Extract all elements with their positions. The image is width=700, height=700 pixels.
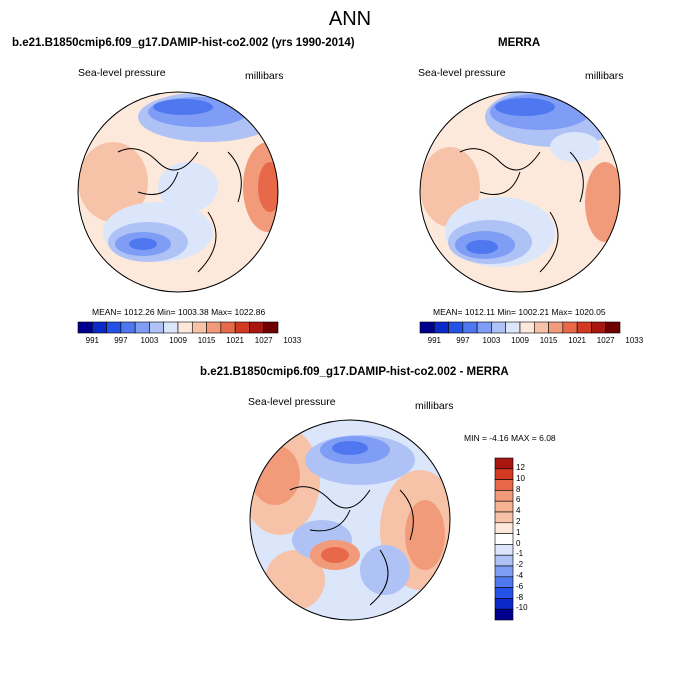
right-tick: 1021 (568, 336, 586, 345)
left-tick: 1027 (254, 336, 273, 345)
right-colorbar-swatch (505, 321, 521, 334)
right-colorbar-swatch (548, 321, 564, 334)
diff-tick: 1 (516, 527, 521, 537)
left-colorbar-swatch (177, 321, 193, 334)
right-panel-heading: MERRA (498, 37, 541, 49)
diff-colorbar-swatch (494, 544, 514, 556)
diff-colorbar (494, 457, 514, 621)
diff-stats: MIN = -4.16 MAX = 6.08 (464, 433, 556, 443)
right-colorbar-ticks: 991 997 1003 1009 1015 1021 1027 1033 (420, 336, 644, 348)
diff-colorbar-swatch (494, 554, 514, 567)
right-colorbar-swatch (476, 321, 492, 334)
left-colorbar-swatch (134, 321, 150, 334)
left-tick: 1033 (283, 336, 302, 345)
diff-colorbar-swatch (494, 608, 514, 621)
right-units-label: millibars (585, 70, 624, 82)
left-colorbar-swatch (163, 321, 179, 334)
right-colorbar-swatch (419, 321, 435, 334)
right-colorbar-swatch (533, 321, 549, 334)
diff-colorbar-swatch (494, 587, 514, 599)
right-tick: 997 (456, 336, 470, 345)
diff-polar-map (249, 419, 451, 621)
left-colorbar (77, 321, 279, 334)
right-colorbar-swatch (433, 321, 449, 334)
left-units-label: millibars (245, 70, 284, 82)
right-tick: 1015 (539, 336, 558, 345)
page-title: ANN (328, 8, 372, 30)
right-colorbar-swatch (591, 321, 607, 334)
diff-tick: -1 (516, 549, 524, 559)
diff-colorbar-swatch (494, 468, 514, 480)
right-colorbar-swatch (576, 321, 592, 334)
diff-tick: -8 (516, 592, 524, 602)
right-colorbar-swatch (605, 321, 621, 334)
left-colorbar-swatch (234, 321, 250, 334)
left-stats: MEAN= 1012.26 Min= 1003.38 Max= 1022.86 (92, 307, 266, 317)
diff-colorbar-swatch (494, 511, 514, 524)
diff-colorbar-swatch (494, 576, 514, 588)
right-colorbar (419, 321, 621, 334)
right-tick: 1033 (625, 336, 644, 345)
left-colorbar-swatch (249, 321, 265, 334)
left-colorbar-swatch (91, 321, 107, 334)
diff-units-label: millibars (415, 400, 454, 412)
right-tick: 1003 (482, 336, 501, 345)
diff-colorbar-swatch (494, 457, 514, 470)
left-colorbar-swatch (206, 321, 222, 334)
left-tick: 1021 (226, 336, 244, 345)
right-colorbar-swatch (491, 321, 507, 334)
left-tick: 991 (85, 336, 99, 345)
right-colorbar-swatch (448, 321, 464, 334)
left-tick: 1003 (140, 336, 159, 345)
right-polar-map (419, 91, 621, 293)
left-panel-heading: b.e21.B1850cmip6.f09_g17.DAMIP-hist-co2.… (12, 37, 355, 49)
diff-colorbar-swatch (494, 479, 514, 491)
right-stats: MEAN= 1012.11 Min= 1002.21 Max= 1020.05 (433, 307, 606, 317)
diff-tick: 10 (516, 473, 525, 483)
diff-colorbar-swatch (494, 500, 514, 513)
left-polar-map (77, 91, 279, 293)
diff-colorbar-ticks: 12 10 8 6 4 2 1 0 -1 -2 -4 -6 -8 -10 (516, 458, 546, 620)
diff-tick: -10 (516, 603, 528, 613)
diff-panel-heading: b.e21.B1850cmip6.f09_g17.DAMIP-hist-co2.… (200, 366, 509, 378)
diff-colorbar-swatch (494, 598, 514, 610)
left-colorbar-swatch (191, 321, 207, 334)
diff-colorbar-swatch (494, 565, 514, 578)
right-tick: 1009 (511, 336, 529, 345)
diff-variable-label: Sea-level pressure (248, 396, 336, 408)
diff-tick: 6 (516, 495, 521, 505)
right-tick: 991 (427, 336, 441, 345)
left-tick: 1009 (169, 336, 187, 345)
diff-colorbar-swatch (494, 533, 514, 545)
left-colorbar-swatch (120, 321, 136, 334)
diff-tick: -2 (516, 560, 524, 570)
diff-tick: -4 (516, 571, 524, 580)
left-tick: 997 (114, 336, 128, 345)
left-colorbar-ticks: 991 997 1003 1009 1015 1021 1027 1033 (78, 336, 302, 348)
diff-tick: 0 (516, 538, 521, 548)
left-colorbar-swatch (263, 321, 279, 334)
diff-colorbar-swatch (494, 490, 514, 502)
left-colorbar-swatch (220, 321, 236, 334)
right-colorbar-swatch (462, 321, 478, 334)
left-colorbar-swatch (149, 321, 165, 334)
diff-tick: -6 (516, 581, 524, 591)
right-variable-label: Sea-level pressure (418, 67, 506, 79)
diff-tick: 8 (516, 484, 521, 494)
diff-tick: 4 (516, 506, 521, 516)
left-variable-label: Sea-level pressure (78, 67, 166, 79)
right-colorbar-swatch (562, 321, 578, 334)
diff-colorbar-swatch (494, 522, 514, 534)
diff-tick: 2 (516, 517, 521, 526)
left-tick: 1015 (197, 336, 216, 345)
right-colorbar-swatch (519, 321, 535, 334)
diff-tick: 12 (516, 463, 525, 472)
left-colorbar-swatch (106, 321, 122, 334)
left-colorbar-swatch (77, 321, 93, 334)
right-tick: 1027 (596, 336, 615, 345)
